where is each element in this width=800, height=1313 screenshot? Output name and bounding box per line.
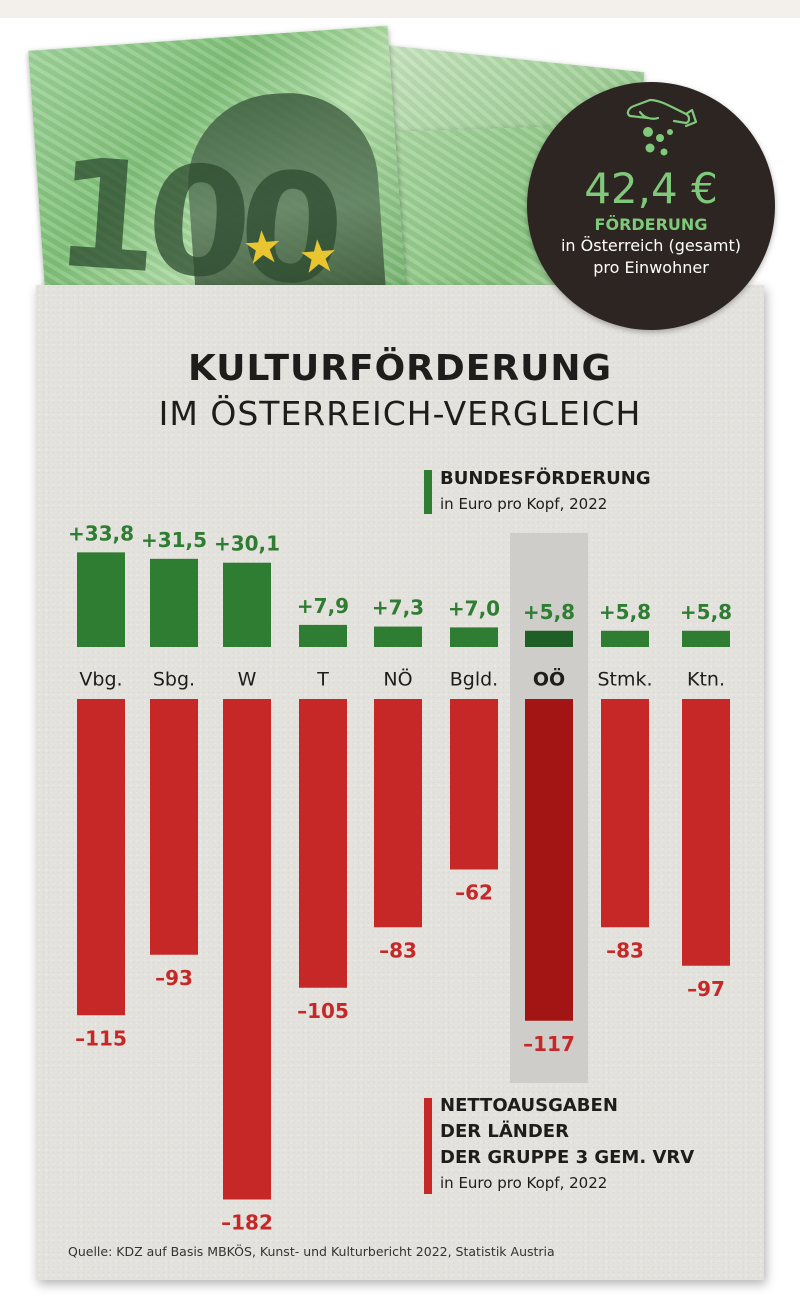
data-label-bundesfoerderung: +7,3 xyxy=(372,596,424,620)
data-label-nettoausgaben: –83 xyxy=(606,938,644,962)
hand-coins-icon xyxy=(626,98,698,156)
legend-swatch-red xyxy=(424,1098,432,1194)
data-label-bundesfoerderung: +7,9 xyxy=(297,594,349,618)
banknote-image: 100 xyxy=(28,25,408,341)
data-label-nettoausgaben: –182 xyxy=(221,1211,273,1235)
bar-bundesfoerderung xyxy=(450,627,498,647)
bar-nettoausgaben xyxy=(525,699,573,1021)
bar-nettoausgaben xyxy=(150,699,198,955)
bar-bundesfoerderung xyxy=(150,558,198,647)
badge-label: FÖRDERUNG xyxy=(594,215,708,234)
category-label: Vbg. xyxy=(79,669,122,691)
category-label: Sbg. xyxy=(153,669,195,691)
banknote-stars xyxy=(245,230,335,273)
category-label: NÖ xyxy=(383,668,412,691)
legend-swatch-green xyxy=(424,470,432,514)
data-label-nettoausgaben: –93 xyxy=(155,966,193,990)
chart-subtitle: IM ÖSTERREICH-VERGLEICH xyxy=(158,394,642,433)
data-label-bundesfoerderung: +31,5 xyxy=(141,528,207,552)
data-label-bundesfoerderung: +33,8 xyxy=(68,521,134,545)
bar-bundesfoerderung xyxy=(77,552,125,647)
data-label-bundesfoerderung: +5,8 xyxy=(599,600,651,624)
bar-bundesfoerderung xyxy=(601,630,649,647)
bar-bundesfoerderung xyxy=(525,630,573,647)
badge-subtext: pro Einwohner xyxy=(593,258,709,277)
data-label-nettoausgaben: –105 xyxy=(297,999,349,1023)
bar-nettoausgaben xyxy=(450,699,498,870)
category-label: T xyxy=(316,669,329,691)
legend-subtitle-red: in Euro pro Kopf, 2022 xyxy=(440,1174,608,1192)
data-label-nettoausgaben: –62 xyxy=(455,881,493,905)
category-label: Ktn. xyxy=(687,669,725,691)
data-label-bundesfoerderung: +5,8 xyxy=(523,600,575,624)
category-label: Stmk. xyxy=(597,669,652,691)
category-label: W xyxy=(238,669,257,691)
bar-bundesfoerderung xyxy=(299,624,347,647)
data-label-nettoausgaben: –117 xyxy=(523,1032,575,1056)
total-badge xyxy=(527,82,775,330)
badge-subtext: in Österreich (gesamt) xyxy=(560,236,742,255)
data-label-bundesfoerderung: +30,1 xyxy=(214,532,280,556)
legend-title-green: BUNDESFÖRDERUNG xyxy=(440,468,651,489)
bar-nettoausgaben xyxy=(601,699,649,928)
data-label-nettoausgaben: –115 xyxy=(75,1026,127,1050)
data-label-nettoausgaben: –83 xyxy=(379,938,417,962)
data-label-nettoausgaben: –97 xyxy=(687,977,725,1001)
legend-subtitle-green: in Euro pro Kopf, 2022 xyxy=(440,495,608,513)
bar-nettoausgaben xyxy=(223,699,271,1200)
legend-title-red: NETTOAUSGABEN xyxy=(440,1095,618,1116)
bar-bundesfoerderung xyxy=(223,562,271,647)
category-label: OÖ xyxy=(533,667,565,691)
top-strip xyxy=(0,0,800,18)
badge-amount: 42,4 € xyxy=(584,164,718,213)
bar-nettoausgaben xyxy=(682,699,730,966)
bar-nettoausgaben xyxy=(77,699,125,1016)
chart-title: KULTURFÖRDERUNG xyxy=(187,348,612,389)
legend-title-red: DER LÄNDER xyxy=(440,1121,569,1142)
bar-bundesfoerderung xyxy=(682,630,730,647)
data-label-bundesfoerderung: +7,0 xyxy=(448,596,500,620)
legend-title-red: DER GRUPPE 3 GEM. VRV xyxy=(440,1147,695,1168)
bar-bundesfoerderung xyxy=(374,626,422,647)
data-label-bundesfoerderung: +5,8 xyxy=(680,600,732,624)
source-note: Quelle: KDZ auf Basis MBKÖS, Kunst- und … xyxy=(68,1244,555,1259)
category-label: Bgld. xyxy=(450,669,498,691)
bar-nettoausgaben xyxy=(374,699,422,928)
bar-nettoausgaben xyxy=(299,699,347,988)
